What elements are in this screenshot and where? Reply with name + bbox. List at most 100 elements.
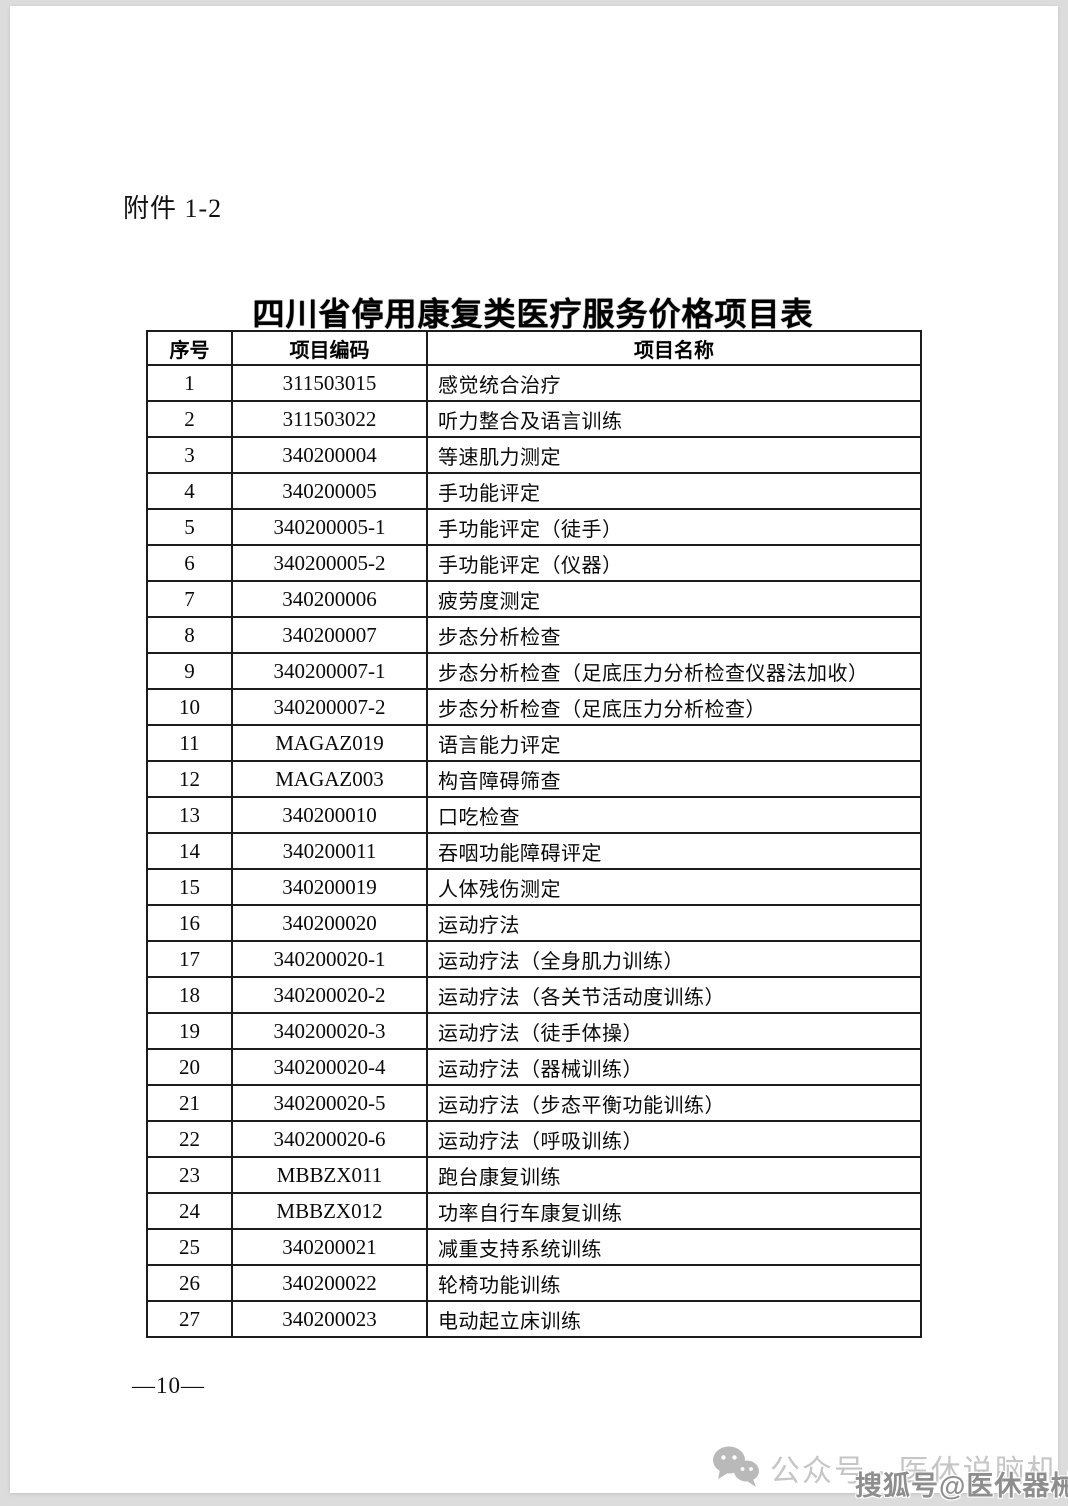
item-code: 340200006	[231, 580, 428, 618]
item-code: 340200021	[231, 1228, 428, 1266]
column-header-code: 项目编码	[231, 330, 428, 366]
item-code: 340200007-2	[231, 688, 428, 726]
row-index: 19	[146, 1012, 233, 1050]
row-index: 18	[146, 976, 233, 1014]
item-name: 功率自行车康复训练	[426, 1192, 922, 1230]
table-row: 7 340200006 疲劳度测定	[146, 580, 922, 618]
item-code: 340200007-1	[231, 652, 428, 690]
row-index: 8	[146, 616, 233, 654]
item-name: 人体残伤测定	[426, 868, 922, 906]
item-name: 运动疗法（器械训练）	[426, 1048, 922, 1086]
row-index: 25	[146, 1228, 233, 1266]
table-row: 15 340200019 人体残伤测定	[146, 868, 922, 906]
row-index: 21	[146, 1084, 233, 1122]
row-index: 20	[146, 1048, 233, 1086]
table-row: 23 MBBZX011 跑台康复训练	[146, 1156, 922, 1194]
item-code: MBBZX012	[231, 1192, 428, 1230]
item-code: 340200010	[231, 796, 428, 834]
item-name: 疲劳度测定	[426, 580, 922, 618]
item-name: 等速肌力测定	[426, 436, 922, 474]
row-index: 1	[146, 364, 233, 402]
item-code: 340200020-4	[231, 1048, 428, 1086]
item-code: 340200020-5	[231, 1084, 428, 1122]
item-code: 340200022	[231, 1264, 428, 1302]
item-code: MBBZX011	[231, 1156, 428, 1194]
item-name: 口吃检查	[426, 796, 922, 834]
item-name: 语言能力评定	[426, 724, 922, 762]
page-title: 四川省停用康复类医疗服务价格项目表	[252, 296, 814, 332]
table-row: 6 340200005-2 手功能评定（仪器）	[146, 544, 922, 582]
row-index: 23	[146, 1156, 233, 1194]
table-header-row: 序号 项目编码 项目名称	[146, 330, 922, 366]
wechat-watermark-label: 公众号 · 医休说脑机	[770, 1455, 1059, 1488]
table-row: 19 340200020-3 运动疗法（徒手体操）	[146, 1012, 922, 1050]
item-code: 340200007	[231, 616, 428, 654]
table-row: 26 340200022 轮椅功能训练	[146, 1264, 922, 1302]
row-index: 11	[146, 724, 233, 762]
table-row: 16 340200020 运动疗法	[146, 904, 922, 942]
item-name: 构音障碍筛查	[426, 760, 922, 798]
table-row: 20 340200020-4 运动疗法（器械训练）	[146, 1048, 922, 1086]
table-row: 12 MAGAZ003 构音障碍筛查	[146, 760, 922, 798]
item-name: 吞咽功能障碍评定	[426, 832, 922, 870]
item-name: 感觉统合治疗	[426, 364, 922, 402]
table-row: 14 340200011 吞咽功能障碍评定	[146, 832, 922, 870]
row-index: 22	[146, 1120, 233, 1158]
item-name: 运动疗法（全身肌力训练）	[426, 940, 922, 978]
item-code: 340200005-1	[231, 508, 428, 546]
price-items-table: 序号 项目编码 项目名称 1 311503015 感觉统合治疗 2 311503022 听…	[146, 330, 922, 1338]
sohu-watermark-label: 搜狐号@医休器械	[855, 1471, 1068, 1501]
row-index: 14	[146, 832, 233, 870]
item-code: 340200020-6	[231, 1120, 428, 1158]
table-row: 11 MAGAZ019 语言能力评定	[146, 724, 922, 762]
item-code: 340200023	[231, 1300, 428, 1338]
item-code: 340200004	[231, 436, 428, 474]
item-code: 340200019	[231, 868, 428, 906]
item-name: 步态分析检查（足底压力分析检查仪器法加收）	[426, 652, 922, 690]
item-name: 减重支持系统训练	[426, 1228, 922, 1266]
wechat-icon	[710, 1444, 762, 1492]
item-name: 运动疗法（呼吸训练）	[426, 1120, 922, 1158]
table-row: 10 340200007-2 步态分析检查（足底压力分析检查）	[146, 688, 922, 726]
table-body: 1 311503015 感觉统合治疗 2 311503022 听力整合及语言训练 3 3402…	[146, 364, 922, 1338]
item-code: 340200005-2	[231, 544, 428, 582]
item-name: 运动疗法（徒手体操）	[426, 1012, 922, 1050]
row-index: 27	[146, 1300, 233, 1338]
page-number: —10—	[132, 1373, 205, 1398]
item-code: 340200020-1	[231, 940, 428, 978]
item-name: 轮椅功能训练	[426, 1264, 922, 1302]
column-header-index: 序号	[146, 330, 233, 366]
table-row: 8 340200007 步态分析检查	[146, 616, 922, 654]
item-name: 步态分析检查	[426, 616, 922, 654]
item-name: 运动疗法（步态平衡功能训练）	[426, 1084, 922, 1122]
row-index: 2	[146, 400, 233, 438]
table-row: 25 340200021 减重支持系统训练	[146, 1228, 922, 1266]
row-index: 5	[146, 508, 233, 546]
item-code: 311503022	[231, 400, 428, 438]
item-name: 运动疗法	[426, 904, 922, 942]
table-row: 5 340200005-1 手功能评定（徒手）	[146, 508, 922, 546]
item-code: MAGAZ003	[231, 760, 428, 798]
table-row: 1 311503015 感觉统合治疗	[146, 364, 922, 402]
item-name: 听力整合及语言训练	[426, 400, 922, 438]
item-name: 手功能评定	[426, 472, 922, 510]
table-row: 2 311503022 听力整合及语言训练	[146, 400, 922, 438]
row-index: 7	[146, 580, 233, 618]
item-code: 311503015	[231, 364, 428, 402]
row-index: 6	[146, 544, 233, 582]
row-index: 4	[146, 472, 233, 510]
item-code: 340200020	[231, 904, 428, 942]
item-name: 手功能评定（徒手）	[426, 508, 922, 546]
wechat-watermark: 公众号 · 医休说脑机	[710, 1444, 1059, 1492]
table-row: 9 340200007-1 步态分析检查（足底压力分析检查仪器法加收）	[146, 652, 922, 690]
item-code: 340200005	[231, 472, 428, 510]
item-name: 跑台康复训练	[426, 1156, 922, 1194]
item-code: MAGAZ019	[231, 724, 428, 762]
table-row: 13 340200010 口吃检查	[146, 796, 922, 834]
table-row: 27 340200023 电动起立床训练	[146, 1300, 922, 1338]
attachment-label: 附件 1-2	[123, 194, 223, 223]
item-name: 电动起立床训练	[426, 1300, 922, 1338]
table-row: 18 340200020-2 运动疗法（各关节活动度训练）	[146, 976, 922, 1014]
row-index: 26	[146, 1264, 233, 1302]
